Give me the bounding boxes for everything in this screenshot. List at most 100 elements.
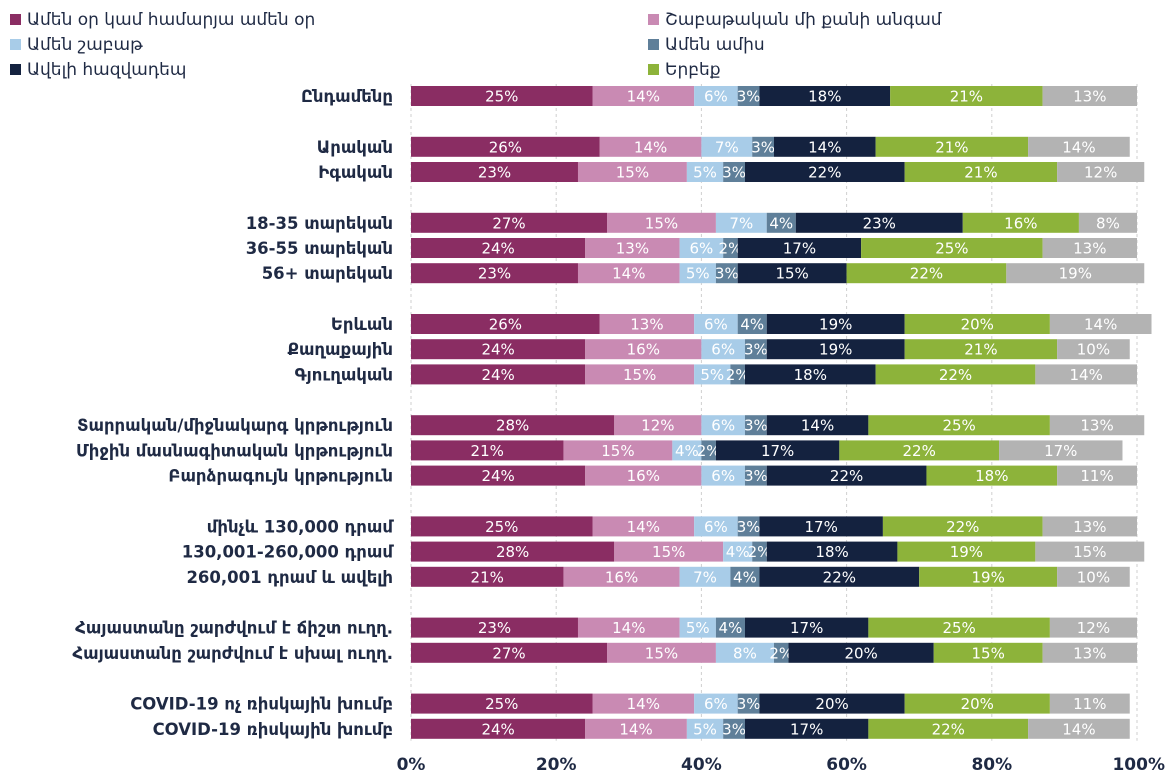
data-label: 18% bbox=[975, 467, 1008, 485]
category-label: Արական bbox=[317, 138, 393, 157]
legend-label: Ավելի հազվադեպ bbox=[27, 60, 186, 80]
data-label: 19% bbox=[819, 341, 852, 359]
data-label: 17% bbox=[790, 720, 823, 738]
legend-label: Ամեն ամիս bbox=[665, 35, 765, 55]
bar-segment bbox=[846, 263, 1007, 284]
data-label: 25% bbox=[485, 88, 518, 106]
bar-segment bbox=[897, 541, 1036, 562]
data-label: 22% bbox=[910, 265, 943, 283]
legend-item: Ամեն ամիս bbox=[648, 35, 765, 55]
data-label: 14% bbox=[1070, 366, 1103, 384]
category-label: Իգական bbox=[318, 163, 393, 182]
data-label: 6% bbox=[711, 467, 735, 485]
data-label: 5% bbox=[686, 265, 710, 283]
bar-segment bbox=[737, 314, 767, 334]
bar-row: 21% 15% 4%2% 17% 22% 17% bbox=[411, 440, 1123, 461]
legend-swatch bbox=[10, 64, 21, 75]
bar-row: 23% 14% 5% 3% 15% 22% 19% bbox=[411, 263, 1145, 284]
bar-segment bbox=[715, 212, 767, 233]
data-label: 23% bbox=[863, 214, 896, 232]
data-label: 21% bbox=[950, 88, 983, 106]
bar-segment bbox=[1028, 718, 1130, 739]
data-label: 27% bbox=[492, 214, 525, 232]
data-label: 3% bbox=[722, 720, 746, 738]
bar-segment bbox=[1042, 238, 1137, 258]
bar-segment bbox=[679, 238, 724, 258]
data-label: 2% bbox=[697, 442, 721, 460]
bar-segment bbox=[904, 693, 1050, 714]
bar-segment bbox=[411, 718, 586, 739]
data-label: 3% bbox=[737, 518, 761, 536]
bar-segment bbox=[759, 566, 920, 587]
bar-segment bbox=[694, 314, 738, 334]
data-label: 15% bbox=[601, 442, 634, 460]
category-label: Տարրական/միջնակարգ կրթություն bbox=[77, 416, 393, 435]
data-label: 25% bbox=[942, 417, 975, 435]
bar-segment bbox=[577, 162, 687, 182]
data-label: 15% bbox=[645, 644, 678, 662]
bar-row: 26% 13% 6% 4% 19% 20% 14% bbox=[411, 314, 1152, 334]
bar-segment bbox=[614, 415, 702, 436]
data-label: 4% bbox=[719, 619, 743, 637]
bar-segment bbox=[715, 642, 774, 663]
data-label: 6% bbox=[690, 240, 714, 258]
legend-item: Շաբաթական մի քանի անգամ bbox=[648, 10, 942, 30]
bar-segment bbox=[1057, 465, 1137, 486]
data-label: 17% bbox=[805, 518, 838, 536]
bar-segment bbox=[686, 718, 724, 739]
bar-segment bbox=[759, 86, 891, 106]
data-label: 4% bbox=[675, 442, 699, 460]
bar-segment bbox=[411, 162, 578, 182]
data-label: 28% bbox=[496, 417, 529, 435]
bar-segment bbox=[686, 162, 724, 182]
data-label: 10% bbox=[1077, 568, 1110, 586]
data-label: 14% bbox=[619, 720, 652, 738]
bar-segment bbox=[744, 364, 876, 385]
data-label: 17% bbox=[761, 442, 794, 460]
data-label: 2% bbox=[769, 644, 793, 662]
bar-segment bbox=[737, 238, 862, 258]
bar-segment bbox=[411, 364, 586, 385]
bar-segment bbox=[411, 86, 593, 106]
bar-segment bbox=[882, 516, 1043, 537]
data-label: 25% bbox=[485, 695, 518, 713]
bar-segment bbox=[868, 415, 1050, 436]
bar-segment bbox=[1049, 693, 1130, 714]
legend-item: Ամեն օր կամ համարյա ամեն օր bbox=[10, 10, 315, 30]
data-label: 16% bbox=[1004, 214, 1037, 232]
bar-row: 24% 16% 6% 3% 19% 21% 10% bbox=[411, 339, 1130, 360]
data-label: 16% bbox=[627, 467, 660, 485]
data-label: 22% bbox=[946, 518, 979, 536]
data-label: 16% bbox=[627, 341, 660, 359]
data-label: 22% bbox=[830, 467, 863, 485]
bar-segment bbox=[679, 617, 716, 638]
data-label: 15% bbox=[652, 543, 685, 561]
bar-segment bbox=[744, 718, 869, 739]
bar-segment bbox=[411, 440, 564, 461]
category-label: Ընդամենը bbox=[301, 87, 393, 106]
bar-segment bbox=[592, 516, 695, 537]
data-label: 14% bbox=[1084, 316, 1117, 334]
bar-segment bbox=[759, 693, 905, 714]
bar-segment bbox=[411, 415, 615, 436]
bar-segment bbox=[723, 238, 738, 258]
data-label: 3% bbox=[744, 467, 768, 485]
legend-swatch bbox=[648, 64, 659, 75]
data-label: 7% bbox=[693, 568, 717, 586]
bar-segment bbox=[766, 541, 898, 562]
bar-segment bbox=[694, 86, 738, 106]
legend-swatch bbox=[648, 39, 659, 50]
bar-segment bbox=[694, 516, 738, 537]
bar-segment bbox=[723, 162, 745, 182]
bar-segment bbox=[614, 541, 724, 562]
bar-segment bbox=[563, 566, 680, 587]
bar-segment bbox=[774, 642, 789, 663]
bar-row: 25% 14% 6% 3% 18% 21% 13% bbox=[411, 86, 1137, 106]
data-label: 21% bbox=[471, 568, 504, 586]
bar-segment bbox=[411, 642, 608, 663]
bars: 25% 14% 6% 3% 18% 21% 13%26% 14% 7% 3% 14% 21% 14%23… bbox=[411, 86, 1152, 739]
bar-segment bbox=[1042, 642, 1137, 663]
bar-segment bbox=[411, 238, 586, 258]
data-label: 2% bbox=[748, 543, 772, 561]
